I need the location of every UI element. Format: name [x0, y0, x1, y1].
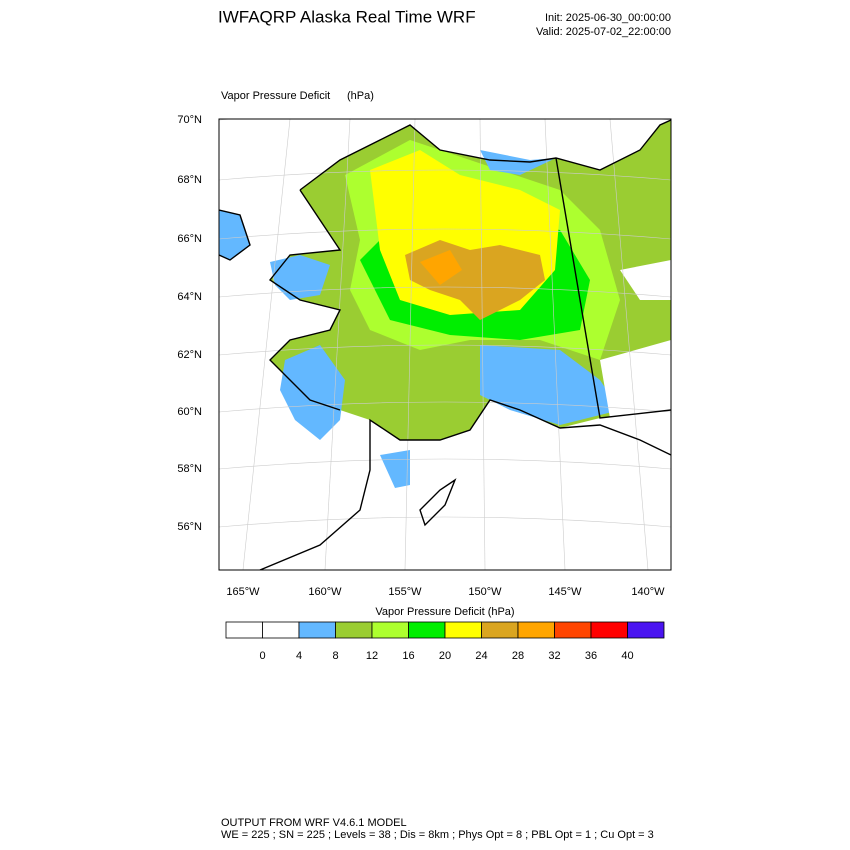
colorbar-box: [627, 621, 665, 639]
coastline-south: [259, 399, 671, 570]
colorbar-label: 32: [548, 650, 560, 662]
lon-labels: 165°W 160°W 155°W 150°W 145°W 140°W: [226, 586, 665, 598]
border: [555, 157, 671, 419]
colorbar-box: [517, 621, 555, 639]
lon-label: 145°W: [548, 586, 582, 598]
grid-line: [324, 119, 351, 570]
map: [219, 119, 671, 570]
lat-label: 66°N: [177, 233, 202, 245]
lon-label: 165°W: [226, 586, 260, 598]
colorbar-box: [371, 621, 409, 639]
field-8-north: [480, 150, 556, 175]
colorbar-box: [408, 621, 446, 639]
colorbar-label: 16: [402, 650, 414, 662]
lat-label: 62°N: [177, 349, 202, 361]
colorbar-label: 40: [621, 650, 633, 662]
colorbar-label: 0: [259, 650, 265, 662]
lat-label: 60°N: [177, 406, 202, 418]
lat-label: 70°N: [177, 114, 202, 126]
colorbar-box: [481, 621, 519, 639]
field-label: Vapor Pressure Deficit: [221, 90, 330, 102]
colorbar-box: [554, 621, 592, 639]
title: IWFAQRP Alaska Real Time WRF: [218, 7, 476, 26]
grid-line: [609, 119, 649, 570]
map-frame: [218, 118, 672, 571]
graticule: [219, 119, 671, 570]
colorbar-box: [335, 621, 373, 639]
colorbar: 0 4 8 12 16 20 24 28 32 36 40: [225, 621, 665, 662]
field-0-canada: [600, 340, 671, 418]
grid-line: [219, 169, 671, 181]
lon-label: 150°W: [468, 586, 502, 598]
footer-line: WE = 225 ; SN = 225 ; Levels = 38 ; Dis …: [221, 829, 654, 841]
grid-line: [219, 516, 671, 528]
field-32: [420, 250, 462, 285]
grid-line: [219, 228, 671, 240]
colorbar-label: 8: [332, 650, 338, 662]
coastline-chukotka: [219, 209, 251, 261]
lon-label: 160°W: [308, 586, 342, 598]
grid-line: [219, 458, 671, 470]
colorbar-box: [590, 621, 628, 639]
grid-line: [242, 119, 291, 570]
field-0-yukon: [620, 260, 671, 300]
lon-label: 155°W: [388, 586, 422, 598]
colorbar-label: 28: [512, 650, 524, 662]
lat-label: 56°N: [177, 521, 202, 533]
coastline-west: [268, 189, 342, 411]
grid-line: [219, 286, 671, 298]
field-8-west: [280, 345, 345, 440]
grid-line: [404, 119, 416, 570]
kodiak: [419, 478, 457, 527]
lat-labels: 70°N 68°N 66°N 64°N 62°N 60°N 58°N 56°N: [177, 114, 202, 533]
colorbar-box: [225, 621, 263, 639]
colorbar-title: Vapor Pressure Deficit (hPa): [375, 606, 514, 618]
valid-time: Valid: 2025-07-02_22:00:00: [536, 26, 671, 38]
colorbar-label: 24: [475, 650, 487, 662]
footer-line: OUTPUT FROM WRF V4.6.1 MODEL: [221, 817, 407, 829]
lat-label: 68°N: [177, 174, 202, 186]
coastline-north: [299, 119, 671, 191]
field-units: (hPa): [347, 90, 374, 102]
colorbar-box: [262, 621, 300, 639]
lat-label: 58°N: [177, 463, 202, 475]
init-time: Init: 2025-06-30_00:00:00: [545, 12, 671, 24]
colorbar-label: 20: [439, 650, 451, 662]
colorbar-label: 4: [296, 650, 302, 662]
grid-line: [479, 119, 486, 570]
colorbar-box: [444, 621, 482, 639]
colorbar-box: [298, 621, 336, 639]
lon-label: 140°W: [631, 586, 665, 598]
colorbar-label: 36: [585, 650, 597, 662]
colorbar-label: 12: [366, 650, 378, 662]
lat-label: 64°N: [177, 291, 202, 303]
grid-line: [544, 119, 566, 570]
field-8-seward: [270, 255, 330, 300]
field-8-south: [480, 345, 620, 425]
grid-line: [219, 401, 671, 413]
